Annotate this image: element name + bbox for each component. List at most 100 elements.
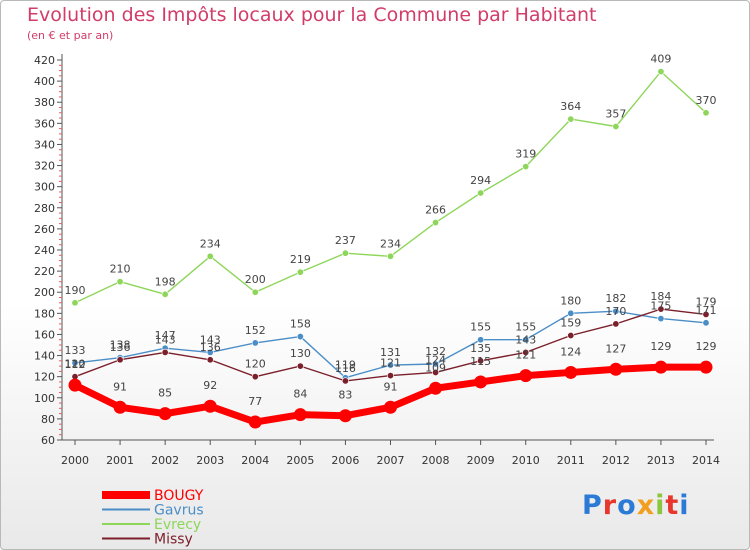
y-tick-label: 100 [34,392,55,405]
data-point-gavrus [612,307,620,315]
data-label-bougy: 85 [158,387,172,400]
data-label-bougy: 112 [65,358,86,371]
data-label-missy: 136 [200,341,221,354]
data-point-missy [657,305,665,313]
proxiti-logo: Proxiti [582,490,690,521]
data-label-gavrus: 155 [515,321,536,334]
data-label-gavrus: 180 [560,294,581,307]
data-label-bougy: 129 [650,340,671,353]
x-tick-label: 2000 [61,454,89,467]
data-point-bougy [384,400,397,414]
legend-label-gavrus: Gavrus [154,503,204,519]
data-point-gavrus [71,359,79,367]
x-tick-label: 2006 [331,454,359,467]
data-point-bougy [519,369,533,383]
chart-subtitle: (en € et par an) [27,29,114,42]
x-tick-label: 2010 [512,454,540,467]
data-point-evrecy [657,68,665,76]
data-label-evrecy: 364 [560,100,581,113]
data-label-bougy: 77 [248,395,262,408]
data-label-bougy: 121 [515,349,536,362]
x-tick-label: 2003 [196,454,224,467]
y-tick-label: 280 [34,202,55,215]
data-label-bougy: 91 [113,380,127,393]
data-point-evrecy [116,278,124,286]
data-point-gavrus [296,333,304,341]
data-point-missy [386,372,394,380]
data-point-evrecy [567,115,575,123]
data-point-missy [251,373,259,381]
data-point-missy [206,356,214,364]
data-point-gavrus [702,319,710,327]
x-tick-label: 2004 [241,454,269,467]
data-label-evrecy: 266 [425,204,446,217]
data-point-evrecy [251,288,259,296]
data-label-bougy: 124 [560,345,581,358]
data-point-evrecy [71,299,79,307]
data-point-bougy [158,407,172,421]
data-point-evrecy [161,290,169,298]
data-point-evrecy [206,252,214,260]
y-tick-label: 200 [34,286,55,299]
x-tick-label: 2013 [647,454,675,467]
x-tick-label: 2002 [151,454,179,467]
series-line-evrecy [74,70,707,304]
data-label-bougy: 115 [470,355,491,368]
y-tick-label: 420 [34,54,55,67]
data-point-bougy [113,400,127,414]
data-point-bougy [338,409,352,423]
logo-letter: t [665,490,680,521]
logo-letter: i [655,490,666,521]
x-tick-label: 2008 [422,454,450,467]
data-label-missy: 184 [650,290,671,303]
data-label-missy: 179 [696,295,717,308]
data-point-evrecy [386,252,394,260]
data-label-bougy: 127 [605,342,626,355]
data-label-gavrus: 138 [110,339,131,352]
legend-label-bougy: BOUGY [154,488,204,504]
data-point-gavrus [206,348,214,356]
series-layer [68,68,713,429]
data-point-bougy [609,362,623,376]
data-label-gavrus: 119 [335,359,356,372]
legend-label-missy: Missy [154,532,193,548]
data-point-gavrus [386,361,394,369]
data-label-evrecy: 294 [470,174,491,187]
data-label-evrecy: 234 [200,237,221,250]
data-point-bougy [293,408,307,422]
data-label-evrecy: 198 [155,275,176,288]
data-point-missy [567,331,575,339]
data-label-evrecy: 237 [335,234,356,247]
data-point-evrecy [702,109,710,117]
data-label-missy: 130 [290,347,311,360]
data-label-bougy: 84 [293,388,307,401]
y-tick-label: 220 [34,265,55,278]
data-point-missy [477,357,485,365]
data-label-gavrus: 143 [200,333,221,346]
data-label-gavrus: 175 [650,300,671,313]
data-label-evrecy: 319 [515,148,536,161]
data-label-missy: 121 [380,357,401,370]
data-point-bougy [654,360,668,374]
data-label-missy: 143 [515,333,536,346]
data-point-missy [161,348,169,356]
data-point-gavrus [477,336,485,344]
data-label-gavrus: 132 [425,345,446,358]
data-label-gavrus: 152 [245,324,266,337]
y-tick-label: 80 [41,413,55,426]
data-label-missy: 143 [155,333,176,346]
data-point-missy [341,377,349,385]
data-point-bougy [68,378,82,392]
data-label-gavrus: 158 [290,318,311,331]
x-tick-label: 2011 [557,454,585,467]
data-label-bougy: 83 [338,389,352,402]
logo-letter: P [582,490,603,521]
data-label-bougy: 109 [425,361,446,374]
data-point-evrecy [477,189,485,197]
data-point-missy [116,356,124,364]
data-label-bougy: 91 [384,380,398,393]
data-point-bougy [248,415,262,429]
data-point-missy [702,310,710,318]
data-label-evrecy: 190 [65,284,86,297]
